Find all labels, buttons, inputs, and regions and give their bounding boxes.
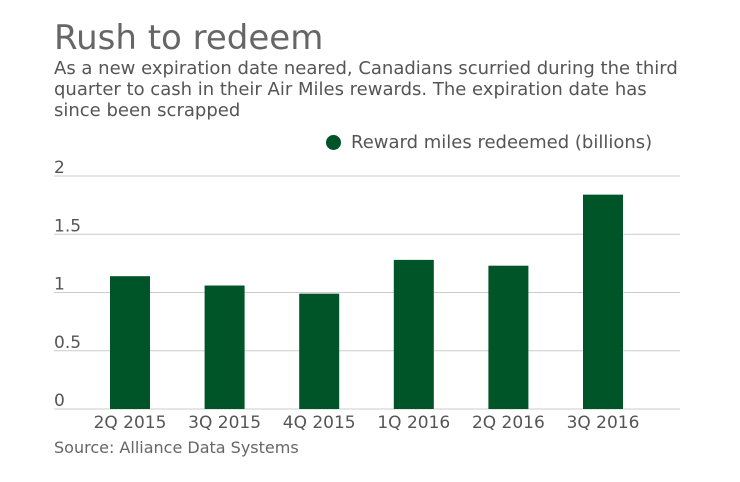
bar [110,276,150,409]
y-tick-label: 1 [54,275,65,295]
bars [110,194,623,409]
gridlines [54,175,680,410]
y-tick-label: 0.5 [54,333,81,353]
chart-subtitle: As a new expiration date neared, Canadia… [54,58,678,121]
x-tick-label: 2Q 2016 [472,413,545,433]
y-tick-label: 1.5 [54,216,81,236]
legend: Reward miles redeemed (billions) [326,131,652,153]
bar [299,293,340,409]
y-tick-label: 2 [54,158,65,178]
x-tick-label: 2Q 2015 [94,413,167,433]
x-tick-label: 1Q 2016 [377,413,450,433]
x-tick-label: 4Q 2015 [283,413,356,433]
chart-title: Rush to redeem [54,18,324,58]
source-note: Source: Alliance Data Systems [54,438,299,457]
x-tick-label: 3Q 2015 [188,413,261,433]
y-axis-ticks: 0 0.5 1 1.5 2 [54,158,81,411]
bar [583,194,623,409]
legend-swatch [326,134,341,150]
y-tick-label: 0 [54,391,65,411]
bar [393,259,434,409]
legend-label: Reward miles redeemed (billions) [351,131,653,153]
x-axis-ticks: 2Q 2015 3Q 2015 4Q 2015 1Q 2016 2Q 2016 3Q 20… [94,413,640,433]
x-tick-label: 3Q 2016 [567,413,640,433]
bar [488,265,529,409]
bar [204,285,245,409]
